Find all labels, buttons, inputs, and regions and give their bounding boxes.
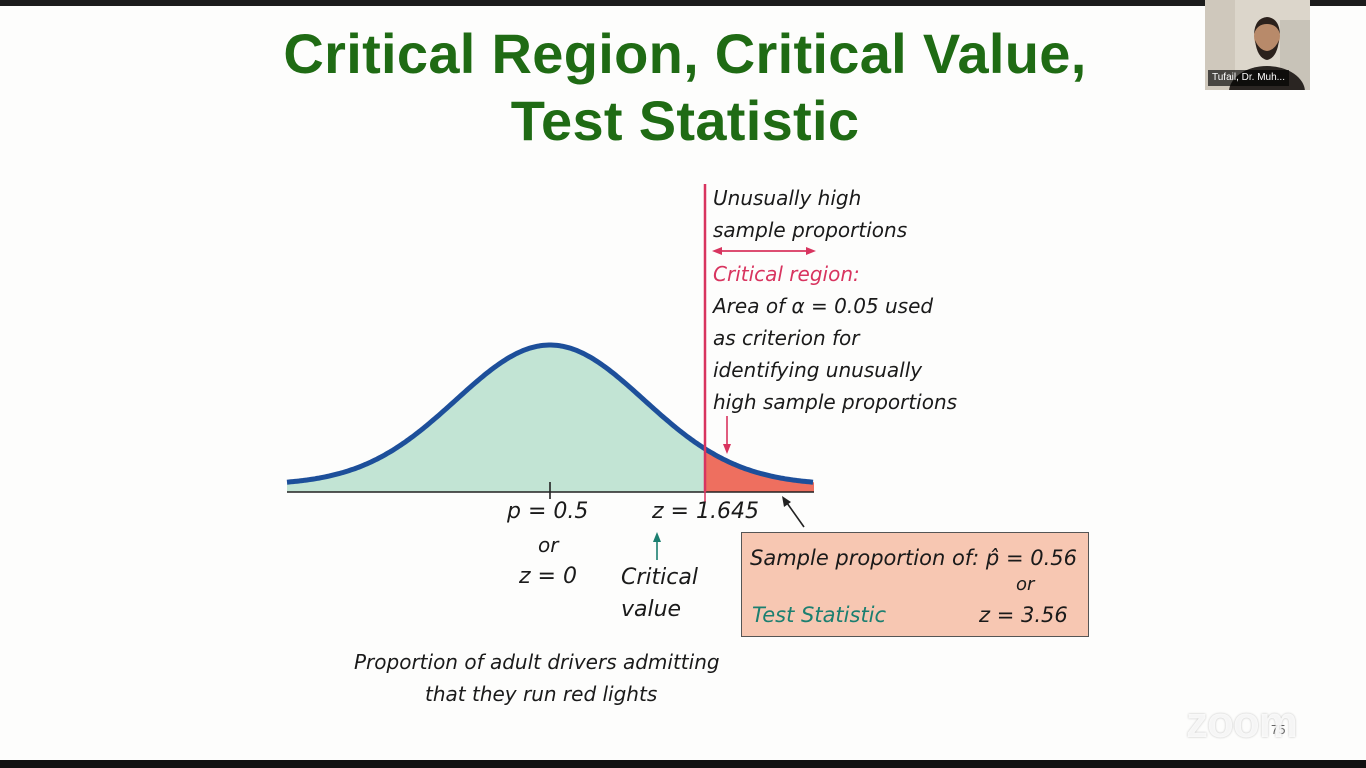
test-statistic-box: Sample proportion of: p̂ = 0.56 or Test … bbox=[741, 532, 1089, 637]
critical-z-label: z = 1.645 bbox=[652, 499, 759, 524]
slide-title: Critical Region, Critical Value, Test St… bbox=[220, 20, 1150, 154]
center-label: p = 0.5 bbox=[507, 499, 589, 524]
center-or-label: or bbox=[538, 533, 559, 557]
critical-region-area bbox=[705, 448, 814, 492]
sample-proportion-text: Sample proportion of: p̂ = 0.56 bbox=[750, 546, 1077, 570]
annotation-unusually-high: Unusually high bbox=[713, 186, 862, 210]
zoom-logo: zoom bbox=[1186, 698, 1298, 747]
critical-value-pointer-head bbox=[653, 532, 661, 542]
test-statistic-value: z = 3.56 bbox=[979, 603, 1068, 627]
participant-video-tile[interactable]: Tufail, Dr. Muh... bbox=[1205, 0, 1310, 90]
box-or-text: or bbox=[1016, 574, 1035, 595]
test-statistic-label: Test Statistic bbox=[752, 603, 887, 627]
annotation-criterion: as criterion for bbox=[713, 326, 860, 350]
annotation-critical-region: Critical region: bbox=[713, 262, 860, 286]
window-bottom-bar bbox=[0, 760, 1366, 768]
slide-title-line-2: Test Statistic bbox=[510, 89, 860, 152]
annotation-identifying: identifying unusually bbox=[713, 358, 923, 382]
annotation-high-sample: high sample proportions bbox=[713, 390, 958, 414]
critical-region-pointer-head bbox=[723, 444, 731, 454]
non-critical-area bbox=[287, 345, 705, 492]
presentation-slide: Critical Region, Critical Value, Test St… bbox=[0, 6, 1366, 760]
annotation-sample-proportions: sample proportions bbox=[713, 218, 908, 242]
critical-caption-1: Critical bbox=[621, 565, 698, 590]
center-z-label: z = 0 bbox=[519, 564, 577, 589]
window-top-bar bbox=[0, 0, 1366, 6]
critical-caption-2: value bbox=[621, 597, 682, 622]
normal-distribution-chart bbox=[286, 184, 968, 624]
normal-curve bbox=[286, 342, 814, 485]
arrowhead-right bbox=[806, 247, 816, 255]
chart-caption-line-1: Proportion of adult drivers admitting bbox=[354, 650, 720, 674]
test-statistic-pointer bbox=[786, 502, 805, 528]
participant-name-label: Tufail, Dr. Muh... bbox=[1208, 70, 1289, 86]
slide-page-number: 75 bbox=[1271, 722, 1286, 737]
chart-caption-line-2: that they run red lights bbox=[425, 682, 658, 706]
test-statistic-pointer-head bbox=[782, 496, 791, 507]
arrowhead-left bbox=[712, 247, 722, 255]
annotation-area-alpha: Area of α = 0.05 used bbox=[713, 294, 934, 318]
slide-title-line-1: Critical Region, Critical Value, bbox=[283, 22, 1087, 85]
